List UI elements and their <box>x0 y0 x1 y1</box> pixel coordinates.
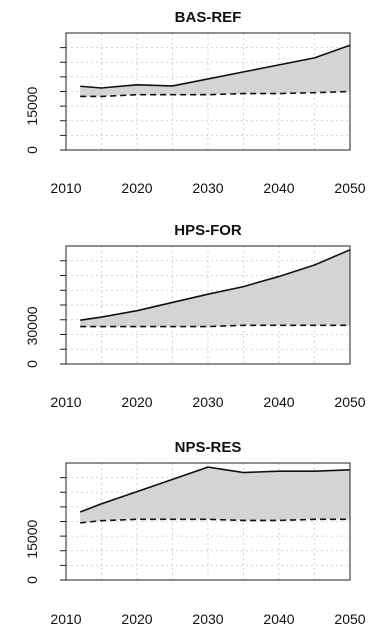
x-tick-label: 2010 <box>50 180 81 196</box>
panel-3: NPS-RES 0 15000 2010 2020 2030 2040 2050 <box>24 439 366 627</box>
chart-title: HPS-FOR <box>174 222 242 239</box>
series-line-upper <box>79 466 351 513</box>
x-tick-label: 2040 <box>263 180 294 196</box>
x-tick-label: 2020 <box>121 394 152 410</box>
x-tick-label: 2020 <box>121 611 152 627</box>
y-tick-label: 15000 <box>24 520 40 559</box>
x-tick-label: 2040 <box>263 611 294 627</box>
x-tick-label: 2050 <box>334 611 365 627</box>
y-axis-ticks <box>60 477 66 581</box>
y-tick-label: 0 <box>24 146 40 154</box>
x-tick-label: 2040 <box>263 394 294 410</box>
shaded-area <box>80 249 350 327</box>
series-line-lower <box>80 324 350 328</box>
series-line-upper <box>80 44 351 89</box>
shaded-area <box>80 45 350 97</box>
x-tick-label: 2020 <box>121 180 152 196</box>
y-tick-label: 0 <box>24 576 40 584</box>
chart-title: NPS-RES <box>175 439 242 456</box>
x-tick-label: 2030 <box>192 611 223 627</box>
x-tick-label: 2050 <box>334 180 365 196</box>
y-tick-label: 15000 <box>24 86 40 125</box>
series-line-lower <box>80 518 350 524</box>
x-tick-label: 2030 <box>192 180 223 196</box>
panel-2: HPS-FOR 0 30000 2010 2020 2030 2040 2050 <box>24 222 366 410</box>
y-axis-ticks <box>60 260 66 365</box>
y-tick-label: 30000 <box>24 306 40 345</box>
x-tick-label: 2010 <box>50 611 81 627</box>
y-axis-ticks <box>60 47 66 151</box>
x-tick-label: 2030 <box>192 394 223 410</box>
series-line-upper <box>80 249 351 322</box>
x-tick-label: 2010 <box>50 394 81 410</box>
panel-1: BAS-REF 0 15000 2010 2020 2030 2040 2050 <box>24 9 366 196</box>
shaded-area <box>80 467 350 523</box>
x-tick-label: 2050 <box>334 394 365 410</box>
y-tick-label: 0 <box>24 360 40 368</box>
series-line-lower <box>80 90 351 98</box>
chart-title: BAS-REF <box>175 9 242 26</box>
